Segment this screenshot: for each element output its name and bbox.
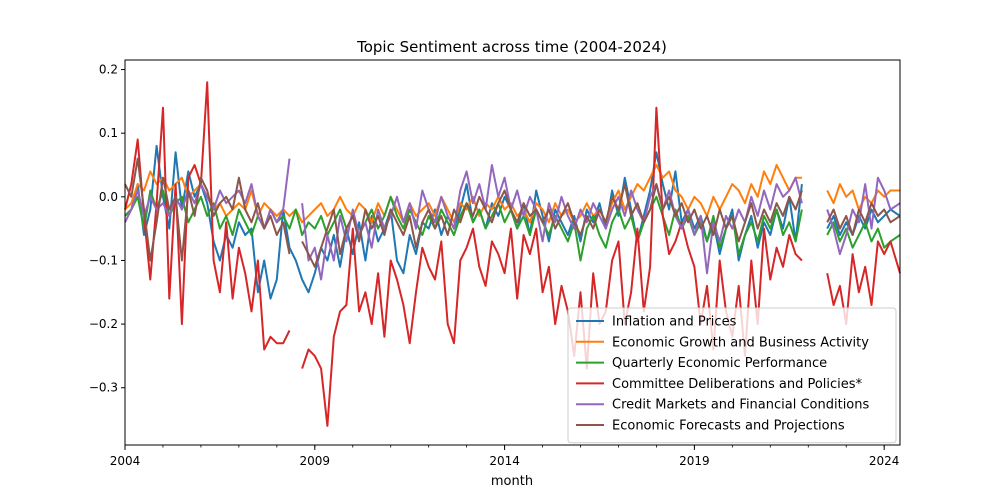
y-tick-label: 0.0 — [99, 190, 118, 204]
legend-label: Inflation and Prices — [612, 315, 737, 330]
y-tick-label: −0.1 — [89, 253, 118, 267]
x-tick-label: 2019 — [679, 454, 710, 468]
legend-label: Economic Growth and Business Activity — [612, 335, 869, 350]
x-tick-label: 2024 — [869, 454, 900, 468]
x-tick-label: 2014 — [489, 454, 520, 468]
legend-box — [567, 307, 897, 444]
legend-label: Economic Forecasts and Projections — [612, 419, 845, 434]
x-tick-label: 2004 — [110, 454, 141, 468]
chart-title: Topic Sentiment across time (2004-2024) — [356, 38, 667, 56]
y-tick-label: 0.1 — [99, 126, 118, 140]
series-line-5 — [124, 158, 901, 281]
legend-label: Committee Deliberations and Policies* — [612, 377, 863, 392]
series-line-4 — [124, 81, 901, 427]
legend: Inflation and Prices Economic Growth and … — [567, 307, 897, 444]
x-axis-label: month — [491, 474, 533, 489]
y-tick-label: 0.2 — [99, 63, 118, 77]
plot-frame — [124, 59, 901, 446]
legend-label: Credit Markets and Financial Conditions — [612, 398, 870, 413]
x-tick-label: 2009 — [300, 454, 331, 468]
x-axis: 2004 2009 2014 2019 2024 — [110, 445, 900, 468]
y-tick-label: −0.2 — [89, 317, 118, 331]
legend-label: Quarterly Economic Performance — [612, 356, 827, 371]
series-lines — [124, 81, 901, 427]
y-axis: 0.2 0.1 0.0 −0.1 −0.2 −0.3 — [89, 63, 125, 395]
series-line-6 — [124, 157, 901, 268]
y-tick-label: −0.3 — [89, 381, 118, 395]
series-line-1 — [124, 144, 901, 300]
